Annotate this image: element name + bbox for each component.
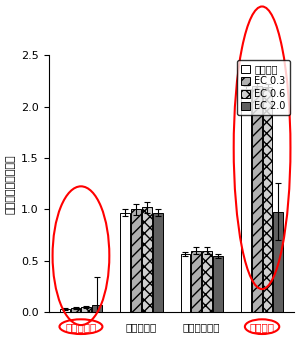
Bar xyxy=(60,309,70,312)
Bar xyxy=(252,86,262,312)
Bar xyxy=(120,212,130,312)
Y-axis label: 植物体中濃度（％）: 植物体中濃度（％） xyxy=(6,154,16,214)
Bar xyxy=(241,89,251,312)
Bar xyxy=(92,305,102,312)
Bar xyxy=(213,256,223,312)
Bar xyxy=(153,212,163,312)
Bar xyxy=(70,308,80,312)
Bar xyxy=(181,254,190,312)
Bar xyxy=(191,251,201,312)
Bar xyxy=(142,207,152,312)
Bar xyxy=(262,87,272,312)
Bar xyxy=(202,251,212,312)
Legend: 海水なし, EC 0.3, EC 0.6, EC 2.0: 海水なし, EC 0.3, EC 0.6, EC 2.0 xyxy=(237,60,290,115)
Bar xyxy=(274,211,283,312)
Bar xyxy=(82,307,91,312)
Bar xyxy=(131,209,141,312)
